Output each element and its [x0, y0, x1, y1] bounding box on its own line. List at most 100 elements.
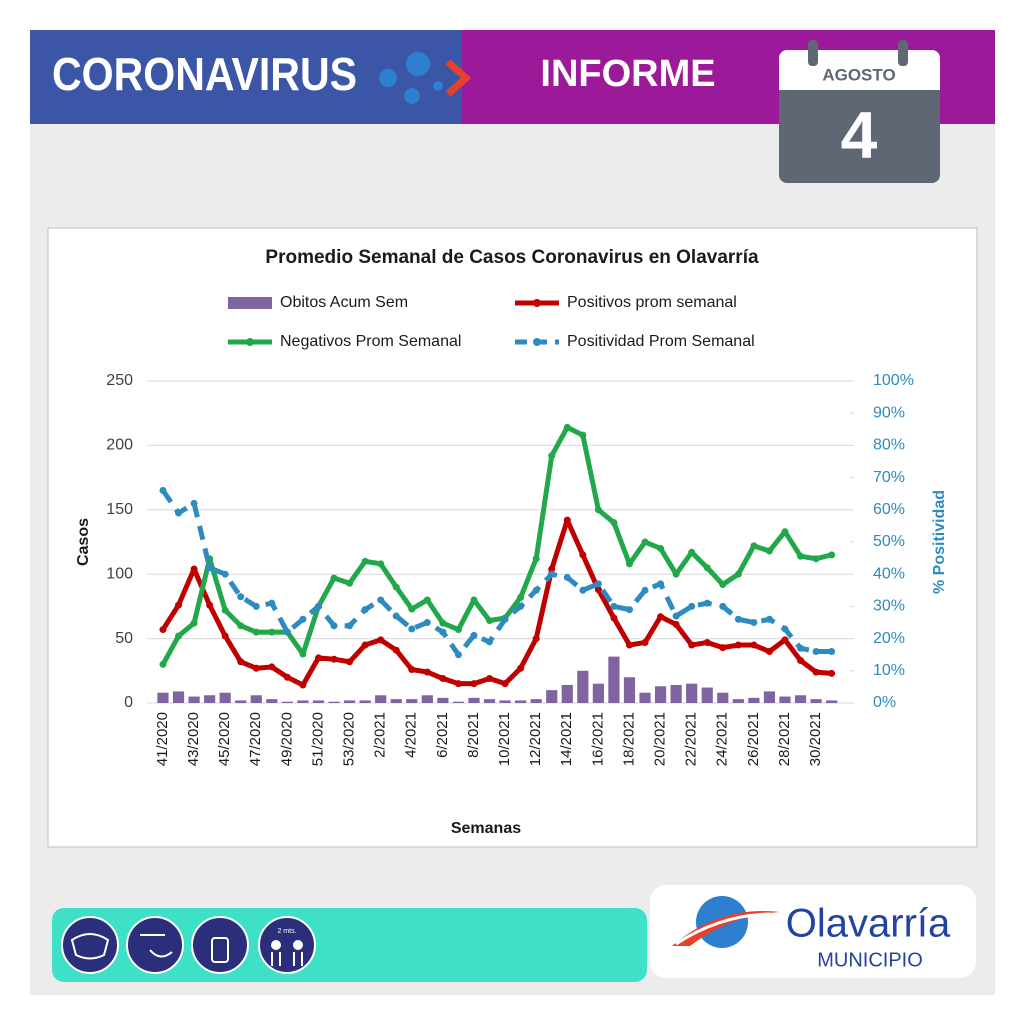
- point: [719, 602, 727, 610]
- point: [439, 628, 447, 636]
- point: [688, 602, 696, 610]
- point: [797, 552, 805, 560]
- point: [734, 641, 742, 649]
- bar: [654, 686, 667, 703]
- point: [688, 641, 696, 649]
- point: [159, 626, 167, 634]
- y2-tick-label: 10%: [873, 662, 905, 679]
- bar: [375, 695, 387, 703]
- y2-tick-label: 30%: [873, 598, 905, 615]
- point: [190, 565, 198, 573]
- legend-label: Negativos Prom Semanal: [280, 333, 461, 350]
- legend-swatch: [228, 297, 272, 309]
- point: [688, 548, 696, 556]
- point: [750, 641, 758, 649]
- bar: [359, 700, 371, 703]
- x-tick-label: 51/2020: [309, 712, 326, 766]
- point: [548, 570, 556, 578]
- y-tick-label: 100: [106, 565, 133, 582]
- bar: [281, 701, 293, 703]
- x-tick-label: 49/2020: [278, 712, 295, 766]
- point: [672, 612, 680, 620]
- bar: [515, 700, 527, 703]
- point: [268, 663, 276, 671]
- y-axis-label: Casos: [75, 518, 92, 566]
- point: [408, 605, 416, 613]
- point: [734, 615, 742, 623]
- bar: [732, 699, 744, 703]
- bar: [686, 683, 698, 703]
- y2-tick-label: 20%: [873, 630, 905, 647]
- point: [657, 544, 665, 552]
- logo-mark: [672, 896, 780, 948]
- point: [252, 664, 260, 672]
- point: [563, 573, 571, 581]
- point: [221, 606, 229, 614]
- point: [439, 619, 447, 627]
- point: [548, 565, 556, 573]
- point: [206, 564, 214, 572]
- point: [486, 638, 494, 646]
- point: [237, 622, 245, 630]
- bar: [779, 696, 791, 703]
- x-tick-label: 28/2021: [776, 712, 793, 766]
- point: [175, 601, 183, 609]
- x-tick-label: 10/2021: [496, 712, 513, 766]
- point: [641, 638, 649, 646]
- x-tick-label: 47/2020: [247, 712, 264, 766]
- point: [719, 644, 727, 652]
- point: [641, 586, 649, 594]
- point: [828, 551, 836, 559]
- y2-tick-label: 60%: [873, 501, 905, 518]
- point: [750, 619, 758, 626]
- point: [625, 560, 633, 568]
- point: [781, 528, 789, 536]
- point: [314, 602, 322, 610]
- point: [703, 564, 711, 572]
- point: [346, 579, 354, 587]
- point: [283, 673, 291, 681]
- y2-tick-label: 0%: [873, 694, 896, 711]
- y2-tick-label: 40%: [873, 565, 905, 582]
- point: [470, 596, 478, 604]
- point: [532, 635, 540, 643]
- y-tick-label: 200: [106, 437, 133, 454]
- y-tick-label: 150: [106, 501, 133, 518]
- point: [625, 606, 633, 614]
- bar: [390, 699, 402, 703]
- y2-tick-label: 80%: [873, 437, 905, 454]
- legend-label: Positivos prom semanal: [567, 294, 737, 311]
- bar: [297, 700, 309, 703]
- point: [314, 654, 322, 662]
- point: [361, 606, 369, 614]
- x-tick-label: 41/2020: [154, 712, 171, 766]
- point: [548, 452, 556, 460]
- point: [517, 593, 525, 601]
- legend-marker: [533, 338, 541, 346]
- bar: [219, 692, 231, 703]
- bar: [250, 695, 262, 703]
- logo-sub: MUNICIPIO: [817, 949, 923, 971]
- bar: [204, 695, 216, 703]
- bar: [577, 670, 589, 703]
- point: [657, 580, 665, 588]
- bar: [188, 696, 200, 703]
- point: [283, 628, 291, 636]
- bar: [499, 700, 511, 703]
- point: [190, 619, 198, 627]
- point: [734, 570, 742, 578]
- bar: [701, 687, 713, 703]
- y2-tick-label: 70%: [873, 469, 905, 486]
- point: [765, 647, 773, 655]
- point: [346, 622, 354, 630]
- x-tick-label: 22/2021: [683, 712, 700, 766]
- x-tick-label: 30/2021: [807, 712, 824, 766]
- calendar: [779, 40, 940, 183]
- point: [361, 641, 369, 649]
- point: [454, 651, 462, 659]
- x-tick-label: 18/2021: [620, 712, 637, 766]
- point: [719, 581, 727, 589]
- point: [423, 668, 431, 676]
- point: [812, 668, 820, 676]
- point: [765, 615, 773, 623]
